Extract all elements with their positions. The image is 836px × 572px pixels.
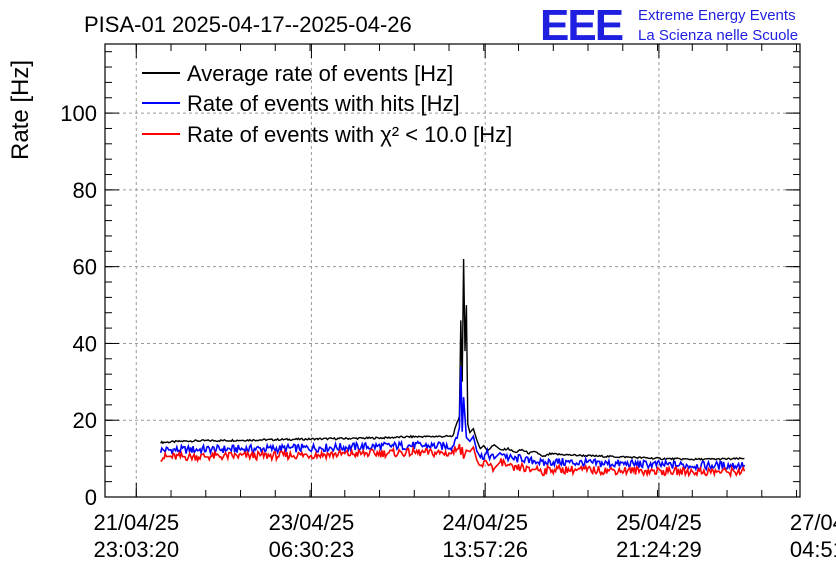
series-line-1 — [159, 366, 746, 472]
axes — [104, 43, 801, 498]
x-tick-time: 23:03:20 — [93, 537, 179, 562]
series-layer — [159, 258, 746, 479]
legend-label-hits: Rate of events with hits [Hz] — [187, 91, 460, 116]
y-tick-label: 100 — [60, 101, 97, 126]
y-tick-labels: 0 20 40 60 80 100 — [60, 101, 97, 510]
legend-label-average: Average rate of events [Hz] — [187, 61, 453, 86]
x-tick-date: 21/04/25 — [93, 510, 179, 535]
x-tick-date: 24/04/25 — [442, 510, 528, 535]
x-tick-time: 21:24:29 — [616, 537, 702, 562]
chart-title: PISA-01 2025-04-17--2025-04-26 — [84, 12, 412, 37]
y-tick-label: 60 — [73, 255, 97, 280]
plot-frame — [104, 43, 801, 498]
legend: Average rate of events [Hz] Rate of even… — [142, 61, 512, 147]
logo-letters: EEE — [540, 1, 623, 50]
y-tick-label: 20 — [73, 408, 97, 433]
x-tick-date: 27/04/25 — [790, 510, 836, 535]
series-line-0 — [160, 258, 745, 462]
y-tick-label: 80 — [73, 178, 97, 203]
x-tick-date: 23/04/25 — [269, 510, 355, 535]
x-tick-time: 13:57:26 — [442, 537, 528, 562]
legend-label-chi2: Rate of events with χ² < 10.0 [Hz] — [187, 122, 512, 147]
x-tick-time: 04:51:32 — [790, 537, 836, 562]
y-tick-label: 0 — [85, 485, 97, 510]
grid-lines — [105, 44, 800, 497]
series-line-2 — [160, 443, 746, 479]
x-tick-time: 06:30:23 — [269, 537, 355, 562]
logo-line-2: La Scienza nelle Scuole — [638, 27, 798, 44]
x-tick-date: 25/04/25 — [616, 510, 702, 535]
logo-line-1: Extreme Energy Events — [638, 7, 796, 24]
y-axis-label: Rate [Hz] — [7, 60, 34, 160]
eee-logo: EEE Extreme Energy Events La Scienza nel… — [540, 1, 798, 50]
y-tick-label: 40 — [73, 331, 97, 356]
